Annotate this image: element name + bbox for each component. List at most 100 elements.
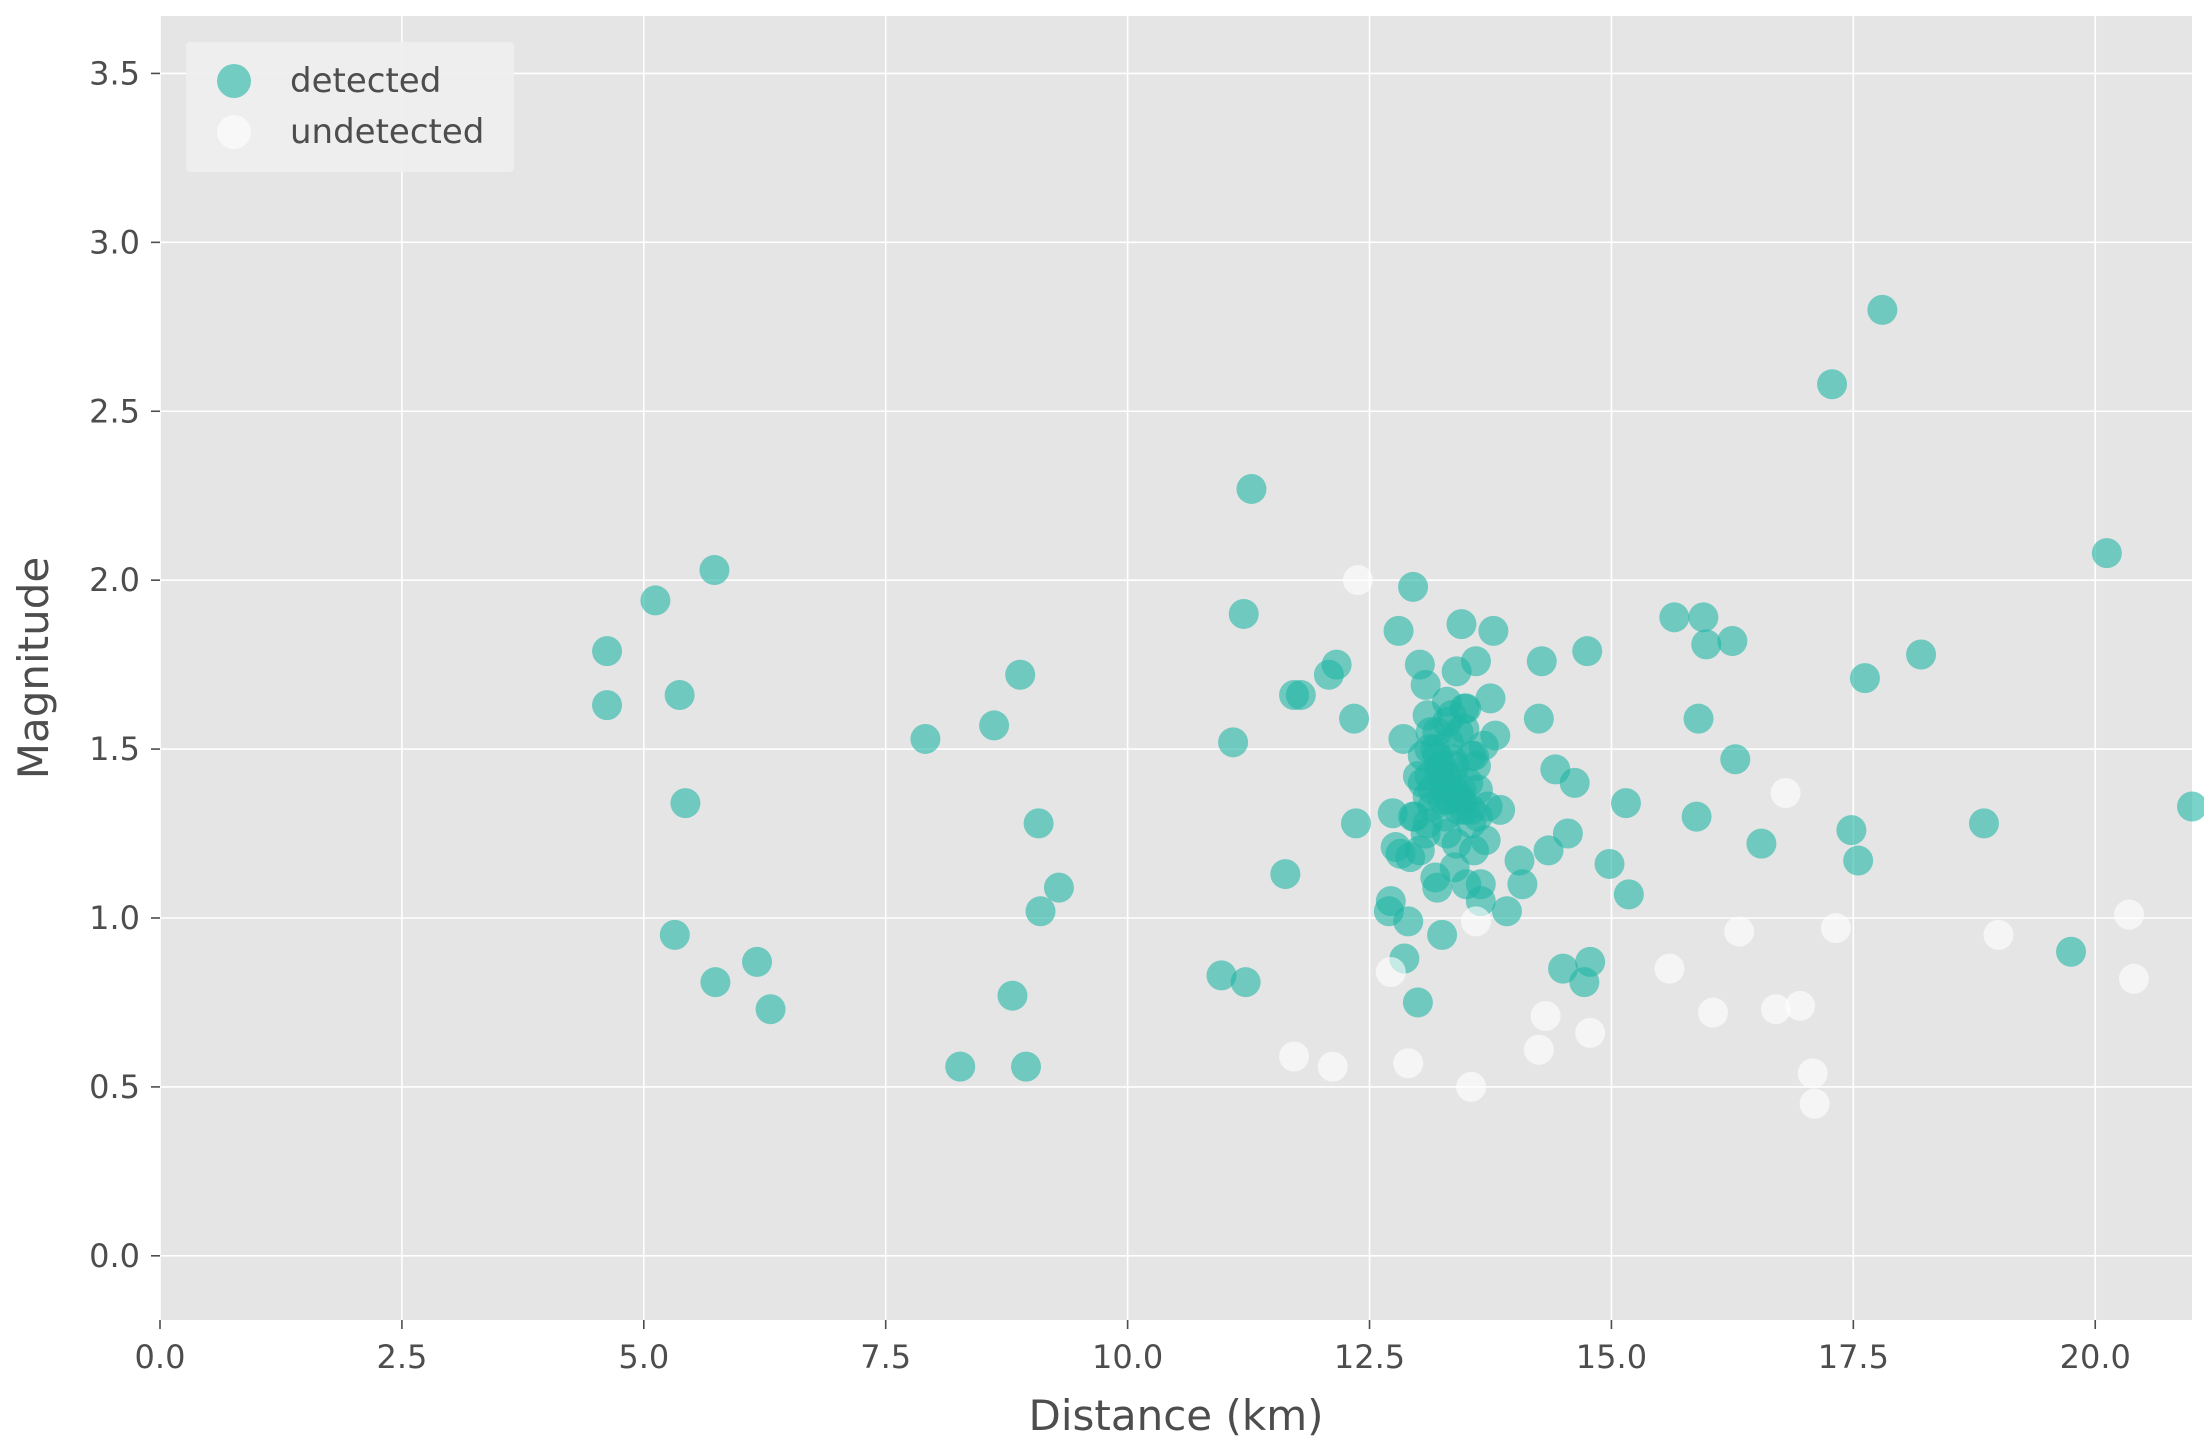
detected-point bbox=[1968, 808, 1999, 839]
detected-point bbox=[1559, 767, 1590, 798]
detected-point bbox=[1507, 869, 1538, 900]
detected-point bbox=[1548, 953, 1579, 984]
detected-point bbox=[700, 967, 731, 998]
plot-background bbox=[160, 16, 2192, 1320]
detected-point bbox=[699, 555, 730, 586]
detected-point bbox=[1340, 808, 1371, 839]
detected-point bbox=[1575, 946, 1606, 977]
detected-point bbox=[1023, 808, 1054, 839]
undetected-point bbox=[1342, 565, 1373, 596]
detected-point bbox=[1393, 906, 1424, 937]
x-tick-label: 10.0 bbox=[1092, 1338, 1163, 1376]
y-tick-label: 0.5 bbox=[89, 1068, 140, 1106]
detected-point bbox=[1572, 636, 1603, 667]
detected-point bbox=[1388, 723, 1419, 754]
y-tick-label: 2.0 bbox=[89, 561, 140, 599]
detected-point bbox=[1383, 615, 1414, 646]
detected-point bbox=[1005, 659, 1036, 690]
detected-point bbox=[1451, 693, 1482, 724]
detected-point bbox=[1412, 700, 1443, 731]
detected-point bbox=[1424, 757, 1455, 788]
detected-point bbox=[1398, 571, 1429, 602]
legend-marker-undetected bbox=[217, 115, 251, 149]
detected-point bbox=[659, 919, 690, 950]
detected-point bbox=[1480, 720, 1511, 751]
y-tick-label: 3.0 bbox=[89, 223, 140, 261]
undetected-point bbox=[1530, 1000, 1561, 1031]
detected-point bbox=[1552, 818, 1583, 849]
y-tick-label: 1.0 bbox=[89, 899, 140, 937]
detected-point bbox=[2091, 538, 2122, 569]
undetected-point bbox=[2118, 963, 2149, 994]
detected-point bbox=[1427, 919, 1458, 950]
detected-point bbox=[1491, 896, 1522, 927]
detected-point bbox=[997, 980, 1028, 1011]
detected-point bbox=[1443, 781, 1474, 812]
undetected-point bbox=[1797, 1058, 1828, 1089]
detected-point bbox=[1206, 960, 1237, 991]
detected-point bbox=[1043, 872, 1074, 903]
undetected-point bbox=[1770, 777, 1801, 808]
detected-point bbox=[1446, 609, 1477, 640]
detected-point bbox=[664, 680, 695, 711]
y-tick-label: 2.5 bbox=[89, 392, 140, 430]
detected-point bbox=[1420, 734, 1451, 765]
detected-point bbox=[1475, 683, 1506, 714]
legend-label-detected: detected bbox=[290, 61, 441, 101]
detected-point bbox=[592, 636, 623, 667]
detected-point bbox=[1422, 872, 1453, 903]
detected-point bbox=[1470, 825, 1501, 856]
detected-point bbox=[1230, 967, 1261, 998]
detected-point bbox=[1441, 828, 1472, 859]
y-tick-label: 3.5 bbox=[89, 54, 140, 92]
detected-point bbox=[1504, 845, 1535, 876]
undetected-point bbox=[2114, 899, 2145, 930]
grid-lines bbox=[159, 16, 2192, 1320]
detected-point bbox=[910, 723, 941, 754]
detected-point bbox=[1746, 828, 1777, 859]
legend-label-undetected: undetected bbox=[290, 112, 484, 152]
detected-point bbox=[1681, 801, 1712, 832]
detected-point bbox=[755, 994, 786, 1025]
x-axis-ticks: 0.0 2.5 5.0 7.5 10.0 12.5 15.0 17.5 20.0 bbox=[135, 1320, 2131, 1376]
undetected-point bbox=[1456, 1071, 1487, 1102]
detected-point bbox=[592, 690, 623, 721]
detected-point bbox=[1478, 615, 1509, 646]
x-tick-label: 7.5 bbox=[860, 1338, 911, 1376]
undetected-point bbox=[1799, 1088, 1830, 1119]
undetected-point bbox=[1820, 913, 1851, 944]
detected-point bbox=[1906, 639, 1937, 670]
detected-point bbox=[640, 585, 671, 616]
detected-point bbox=[1843, 845, 1874, 876]
detected-point bbox=[1594, 848, 1625, 879]
undetected-point bbox=[1698, 997, 1729, 1028]
detected-point bbox=[1459, 740, 1490, 771]
x-axis-label: Distance (km) bbox=[1028, 1391, 1323, 1440]
detected-point bbox=[742, 946, 773, 977]
detected-point bbox=[1867, 294, 1898, 325]
y-axis-ticks: 0.0 0.5 1.0 1.5 2.0 2.5 3.0 3.5 bbox=[89, 54, 160, 1275]
y-tick-label: 0.0 bbox=[89, 1237, 140, 1275]
detected-point bbox=[1460, 646, 1491, 677]
data-points bbox=[592, 294, 2204, 1119]
x-tick-label: 0.0 bbox=[135, 1338, 186, 1376]
detected-point bbox=[1404, 835, 1435, 866]
detected-point bbox=[1526, 646, 1557, 677]
x-tick-label: 17.5 bbox=[1818, 1338, 1889, 1376]
detected-point bbox=[1339, 703, 1370, 734]
detected-point bbox=[1025, 896, 1056, 927]
undetected-point bbox=[1279, 1041, 1310, 1072]
detected-point bbox=[1688, 602, 1719, 633]
undetected-point bbox=[1760, 994, 1791, 1025]
undetected-point bbox=[1317, 1051, 1348, 1082]
detected-point bbox=[1691, 629, 1722, 660]
detected-point bbox=[1398, 801, 1429, 832]
x-tick-label: 20.0 bbox=[2060, 1338, 2131, 1376]
detected-point bbox=[1836, 815, 1867, 846]
undetected-point bbox=[1724, 916, 1755, 947]
detected-point bbox=[1375, 886, 1406, 917]
detected-point bbox=[1849, 663, 1880, 694]
detected-point bbox=[1270, 859, 1301, 890]
detected-point bbox=[1610, 788, 1641, 819]
